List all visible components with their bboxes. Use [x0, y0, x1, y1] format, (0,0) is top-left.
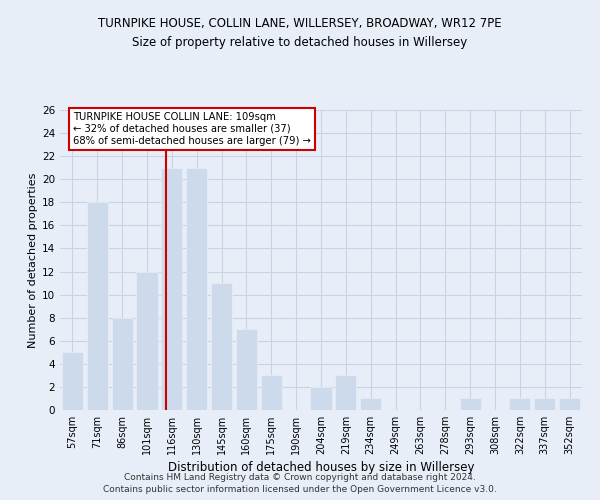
Bar: [112, 318, 133, 410]
Text: Contains HM Land Registry data © Crown copyright and database right 2024.: Contains HM Land Registry data © Crown c…: [124, 472, 476, 482]
Text: TURNPIKE HOUSE COLLIN LANE: 109sqm
← 32% of detached houses are smaller (37)
68%: TURNPIKE HOUSE COLLIN LANE: 109sqm ← 32%…: [73, 112, 311, 146]
Bar: [559, 398, 580, 410]
Bar: [136, 272, 158, 410]
Bar: [62, 352, 83, 410]
Bar: [261, 376, 282, 410]
Y-axis label: Number of detached properties: Number of detached properties: [28, 172, 38, 348]
Bar: [460, 398, 481, 410]
Bar: [211, 283, 232, 410]
Bar: [335, 376, 356, 410]
Bar: [360, 398, 381, 410]
Text: Contains public sector information licensed under the Open Government Licence v3: Contains public sector information licen…: [103, 485, 497, 494]
Bar: [236, 329, 257, 410]
Bar: [87, 202, 108, 410]
X-axis label: Distribution of detached houses by size in Willersey: Distribution of detached houses by size …: [168, 461, 474, 474]
Text: TURNPIKE HOUSE, COLLIN LANE, WILLERSEY, BROADWAY, WR12 7PE: TURNPIKE HOUSE, COLLIN LANE, WILLERSEY, …: [98, 18, 502, 30]
Bar: [161, 168, 182, 410]
Text: Size of property relative to detached houses in Willersey: Size of property relative to detached ho…: [133, 36, 467, 49]
Bar: [509, 398, 530, 410]
Bar: [186, 168, 207, 410]
Bar: [534, 398, 555, 410]
Bar: [310, 387, 332, 410]
